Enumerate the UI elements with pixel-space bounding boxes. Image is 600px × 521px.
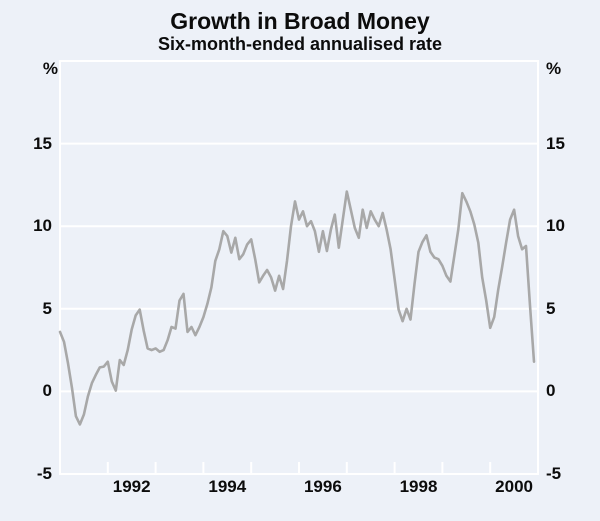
y-axis-label-left-5: 5 <box>42 298 52 318</box>
y-axis-label-right-15: 15 <box>546 133 565 153</box>
plot-border <box>59 60 539 475</box>
x-axis-label-1996: 1996 <box>303 477 342 496</box>
y-axis-label-right-10: 10 <box>546 216 565 236</box>
y-axis-label-right-0: 0 <box>546 381 556 401</box>
y-axis-label-right-5: 5 <box>546 298 556 318</box>
y-axis-unit-right: % <box>546 59 562 78</box>
x-axis-label-1998: 1998 <box>399 477 438 496</box>
x-axis-label-2000: 2000 <box>495 477 533 496</box>
x-axis-label-1994: 1994 <box>208 477 247 496</box>
y-axis-unit-left: % <box>42 59 58 78</box>
y-axis-label-left-0: 0 <box>42 381 52 401</box>
chart-title: Growth in Broad Money <box>170 8 430 34</box>
y-axis-label-left-15: 15 <box>33 133 52 153</box>
x-axis-label-1992: 1992 <box>112 477 151 496</box>
y-axis-label-left--5: -5 <box>36 464 52 483</box>
chart-subtitle: Six-month-ended annualised rate <box>157 34 443 54</box>
data-line-series-0 <box>58 190 536 426</box>
y-axis-label-left-10: 10 <box>33 216 52 236</box>
y-axis-label-right--5: -5 <box>546 464 562 483</box>
